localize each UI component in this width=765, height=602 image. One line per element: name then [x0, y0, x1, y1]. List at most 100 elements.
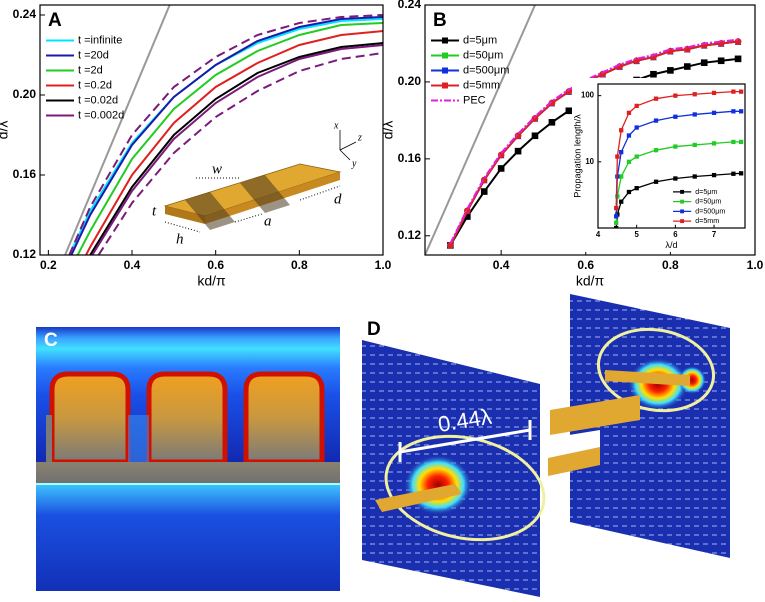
marker — [497, 165, 505, 172]
marker — [738, 139, 744, 145]
y-tick-label: 0.20 — [398, 74, 422, 88]
marker — [614, 225, 619, 228]
x-tick-label: 0.2 — [40, 258, 57, 272]
y-tick-label: 0.16 — [398, 151, 422, 165]
marker — [626, 133, 632, 138]
legend-marker — [680, 189, 685, 194]
marker — [653, 118, 659, 123]
axis-letter: z — [357, 132, 362, 143]
marker — [514, 147, 522, 155]
marker — [548, 119, 556, 126]
marker — [626, 110, 632, 115]
legend-label: d=50μm — [695, 198, 721, 206]
schematic: x z y w t h a d — [152, 120, 362, 247]
marker — [634, 154, 639, 159]
x-tick-label: 0.6 — [577, 258, 594, 272]
marker — [614, 220, 619, 225]
marker — [634, 125, 639, 130]
x-tick-label: 4 — [596, 230, 601, 239]
marker — [497, 151, 505, 159]
marker — [673, 144, 678, 149]
y-tick-label: 0.20 — [13, 87, 37, 101]
marker — [653, 96, 659, 101]
marker — [738, 109, 744, 114]
legend-label: t =2d — [78, 64, 103, 76]
legend-label: d=500μm — [695, 207, 725, 215]
x-axis-label: kd/π — [197, 273, 226, 289]
axis-letter: y — [351, 158, 357, 169]
dimension-label: a — [264, 213, 272, 229]
x-tick-label: 0.4 — [493, 258, 510, 272]
legend-label: d=5μm — [463, 34, 497, 46]
marker — [619, 199, 624, 204]
marker — [447, 242, 454, 249]
marker — [634, 103, 639, 109]
x-tick-label: 0.4 — [124, 258, 141, 272]
marker — [614, 205, 619, 211]
panel-label: B — [433, 10, 447, 31]
dimension-label: w — [212, 161, 222, 177]
field-image-c: C — [36, 327, 340, 591]
marker — [731, 139, 736, 145]
marker — [692, 174, 697, 179]
marker — [626, 159, 632, 164]
inset-background — [572, 78, 749, 252]
panel-label: C — [44, 330, 58, 351]
y-tick-label: 0.16 — [13, 167, 37, 181]
plot-area — [614, 89, 744, 228]
chart: 0.2 0.4 0.6 0.8 1.0 0.12 0.16 0.20 0.24 kd/π d/λ At… — [0, 4, 392, 289]
series-line — [97, 52, 383, 255]
legend-marker — [680, 209, 685, 214]
series-line — [449, 38, 739, 244]
plot-frame — [424, 4, 756, 256]
x-tick-label: 0.6 — [207, 258, 224, 272]
legend-marker — [442, 52, 448, 59]
x-axis-label: kd/π — [576, 273, 605, 289]
marker — [717, 57, 725, 65]
y-tick-label: 10 — [585, 157, 594, 166]
series-line — [70, 16, 383, 255]
y-axis-label: d/λ — [380, 121, 396, 140]
x-tick-label: 5 — [635, 230, 640, 239]
marker — [619, 150, 624, 155]
x-tick-label: 0.8 — [662, 258, 679, 272]
x-tick-label: 6 — [673, 230, 678, 239]
legend-label: d=500μm — [463, 64, 509, 76]
legend-label: PEC — [463, 94, 486, 106]
marker — [619, 174, 624, 179]
marker — [700, 59, 708, 66]
marker — [731, 171, 736, 176]
legend-label: t =infinite — [78, 34, 122, 46]
plot-frame — [597, 83, 746, 229]
marker — [684, 63, 691, 70]
axis-letter: x — [333, 120, 339, 131]
marker — [692, 142, 697, 148]
marker — [614, 214, 619, 219]
marker — [615, 154, 620, 159]
y-tick-label: 0.24 — [13, 7, 37, 21]
dimension-label: h — [176, 231, 184, 247]
legend-marker — [680, 199, 685, 204]
legend-label: d=5μm — [695, 188, 717, 196]
dimension-label: d — [334, 191, 342, 207]
x-tick-label: 7 — [712, 230, 716, 239]
chart: 4 5 6 7 10 100 λ/d Propagation length/λ d=5μm d=5… — [572, 78, 749, 252]
legend-label: t =0.002d — [78, 109, 124, 121]
marker — [731, 109, 736, 114]
x-axis-label: λ/d — [665, 240, 677, 250]
legend-marker — [442, 67, 448, 74]
marker — [464, 213, 471, 220]
marker — [565, 107, 573, 115]
marker — [653, 179, 659, 184]
marker — [673, 93, 678, 98]
marker — [734, 55, 742, 63]
panel-label: D — [367, 319, 381, 340]
x-tick-label: 1.0 — [375, 258, 392, 272]
legend-label: t =20d — [78, 49, 109, 61]
y-tick-label: 100 — [581, 91, 595, 100]
series-line — [425, 5, 536, 255]
y-axis-label: d/λ — [0, 121, 11, 140]
marker — [731, 89, 736, 94]
marker — [514, 132, 522, 140]
legend-label: d=5mm — [695, 217, 719, 225]
